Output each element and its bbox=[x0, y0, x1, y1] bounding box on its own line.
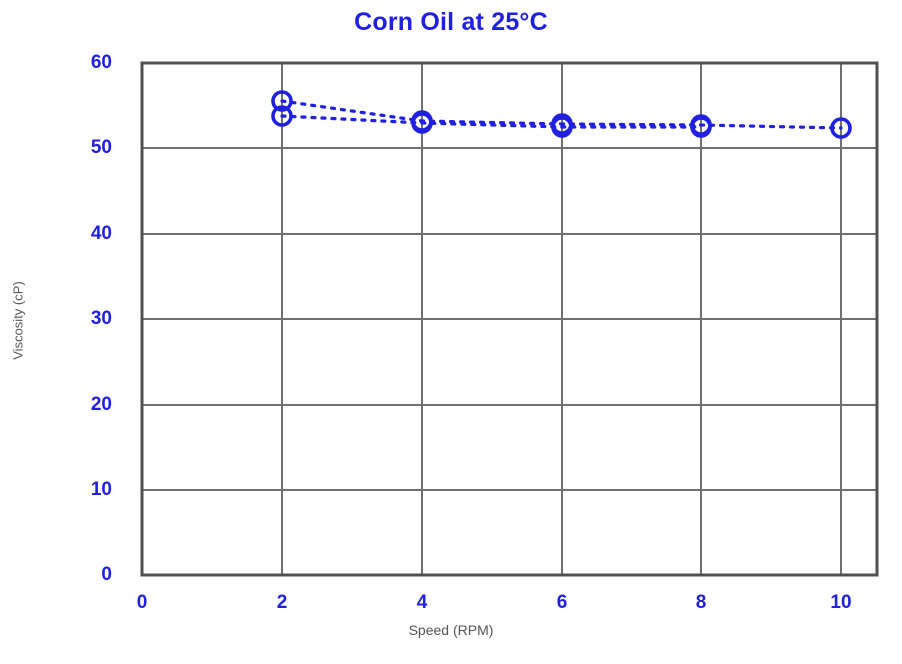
x-tick-label-8: 8 bbox=[695, 592, 707, 613]
data-point bbox=[271, 90, 293, 112]
data-point bbox=[830, 117, 852, 139]
x-axis-title: Speed (RPM) bbox=[408, 622, 494, 638]
series-2-line bbox=[280, 114, 703, 129]
y-tick-label-10: 10 bbox=[90, 479, 112, 500]
x-tick-label-0: 0 bbox=[136, 592, 148, 613]
data-point bbox=[271, 105, 293, 127]
data-point bbox=[411, 112, 433, 134]
y-tick-label-40: 40 bbox=[90, 223, 112, 244]
y-tick-label-30: 30 bbox=[90, 308, 112, 329]
data-point bbox=[690, 116, 712, 138]
y-axis-title: Viscosity (cP) bbox=[10, 281, 26, 360]
y-tick-label-20: 20 bbox=[90, 394, 112, 415]
x-tick-label-6: 6 bbox=[556, 592, 568, 613]
gridlines-horizontal bbox=[142, 147, 877, 491]
y-tick-label-0: 0 bbox=[101, 564, 112, 585]
x-tick-label-2: 2 bbox=[276, 592, 288, 613]
plot-frame bbox=[140, 61, 879, 577]
chart-title: Corn Oil at 25°C bbox=[354, 8, 548, 36]
series-2-markers bbox=[271, 105, 712, 138]
x-tick-label-10: 10 bbox=[830, 592, 852, 613]
y-tick-label-50: 50 bbox=[90, 137, 112, 158]
data-point bbox=[551, 116, 573, 138]
y-tick-label-60: 60 bbox=[90, 52, 112, 73]
series-1-line bbox=[280, 99, 843, 130]
x-tick-label-4: 4 bbox=[416, 592, 428, 613]
